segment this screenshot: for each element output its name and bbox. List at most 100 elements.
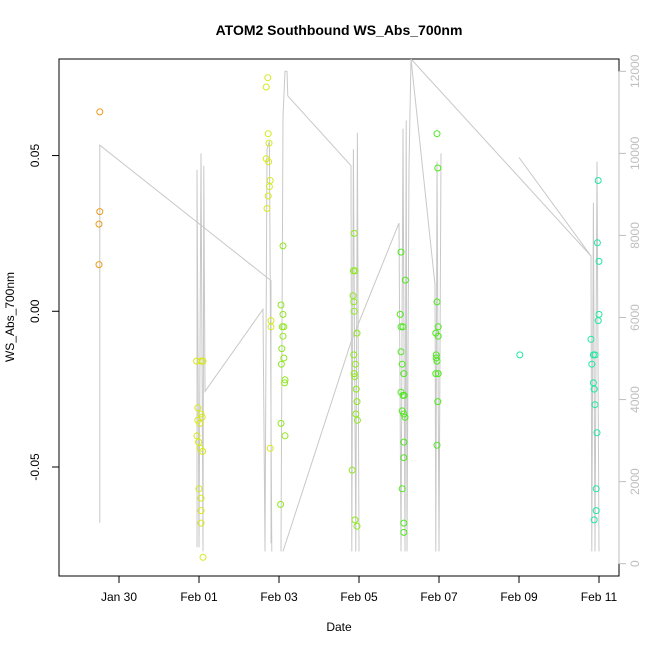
altitude-line-segment [99, 144, 272, 544]
data-point [432, 370, 440, 378]
data-point [351, 373, 359, 381]
data-point [197, 357, 205, 365]
data-point [401, 276, 409, 284]
data-point [434, 323, 442, 331]
y-axis-left: -0.05 0.00 0.05 [28, 144, 60, 481]
data-point [591, 351, 599, 359]
data-point [595, 310, 603, 318]
data-point [96, 208, 104, 216]
data-point [587, 335, 595, 343]
data-point [434, 398, 442, 406]
data-point [434, 332, 442, 340]
data-point [353, 522, 361, 530]
altitude-line-segment [282, 58, 442, 552]
y-tick-label: 0.05 [28, 144, 42, 168]
data-point [277, 419, 285, 427]
data-point [197, 507, 205, 515]
data-point [279, 332, 287, 340]
data-point [432, 354, 440, 362]
data-point [401, 413, 409, 421]
data-point [350, 229, 358, 237]
data-point [199, 447, 207, 455]
data-point [434, 370, 442, 378]
altitude-line-layer [99, 58, 600, 552]
y2-tick-label: 6000 [628, 304, 642, 331]
data-point [352, 410, 360, 418]
data-point [400, 410, 408, 418]
data-point [399, 323, 407, 331]
data-point [197, 410, 205, 418]
x-tick-label: Feb 09 [500, 590, 538, 604]
data-point [95, 220, 103, 228]
data-point [351, 267, 359, 275]
data-point [280, 354, 288, 362]
data-point [351, 516, 359, 524]
data-point [398, 360, 406, 368]
data-point [278, 345, 286, 353]
x-tick-label: Jan 30 [101, 590, 137, 604]
data-point [351, 360, 359, 368]
data-point [265, 183, 273, 191]
data-point [277, 360, 285, 368]
y2-tick-label: 10000 [628, 136, 642, 170]
y-axis-label: WS_Abs_700nm [3, 272, 17, 362]
data-point [264, 192, 272, 200]
y2-tick-label: 8000 [628, 222, 642, 249]
data-point [400, 519, 408, 527]
data-point [400, 391, 408, 399]
data-point [400, 370, 408, 378]
x-axis-label: Date [326, 620, 352, 634]
chart-title: ATOM2 Southbound WS_Abs_700nm [216, 22, 463, 38]
data-point [590, 516, 598, 524]
data-point [193, 432, 201, 440]
data-point [592, 485, 600, 493]
data-point [281, 376, 289, 384]
y2-tick-label: 2000 [628, 468, 642, 495]
data-point [350, 307, 358, 315]
data-point [196, 419, 204, 427]
data-point [353, 398, 361, 406]
data-point [397, 348, 405, 356]
x-tick-label: Feb 07 [420, 590, 458, 604]
data-point [265, 139, 273, 147]
data-point [277, 301, 285, 309]
data-point [590, 385, 598, 393]
data-point [396, 310, 404, 318]
data-point [199, 357, 207, 365]
data-point [350, 298, 358, 306]
data-point [264, 74, 272, 82]
data-point [433, 441, 441, 449]
data-point [434, 164, 442, 172]
data-point [433, 357, 441, 365]
x-tick-label: Feb 03 [260, 590, 298, 604]
altitude-line-segment [518, 157, 592, 257]
data-point [266, 444, 274, 452]
data-point [592, 507, 600, 515]
data-point [197, 494, 205, 502]
data-point [199, 553, 207, 561]
data-point [352, 385, 360, 393]
y-tick-label: 0.00 [28, 299, 42, 323]
data-point [281, 379, 289, 387]
data-point [348, 466, 356, 474]
data-point [588, 360, 596, 368]
data-point [400, 528, 408, 536]
x-tick-label: Feb 11 [581, 590, 618, 604]
y-axis-right: 0 2000 4000 6000 8000 10000 12000 [618, 54, 642, 567]
data-point [262, 83, 270, 91]
altitude-line-segment [280, 70, 360, 552]
y2-tick-label: 4000 [628, 386, 642, 413]
data-point [350, 351, 358, 359]
data-point [353, 416, 361, 424]
data-point [594, 177, 602, 184]
data-point [278, 323, 286, 331]
data-point [281, 432, 289, 440]
data-point [591, 401, 599, 409]
data-point [397, 248, 405, 256]
data-point [595, 257, 603, 265]
data-point [195, 438, 203, 446]
plot-frame [58, 58, 620, 577]
data-point [279, 242, 287, 250]
data-point [279, 310, 287, 318]
